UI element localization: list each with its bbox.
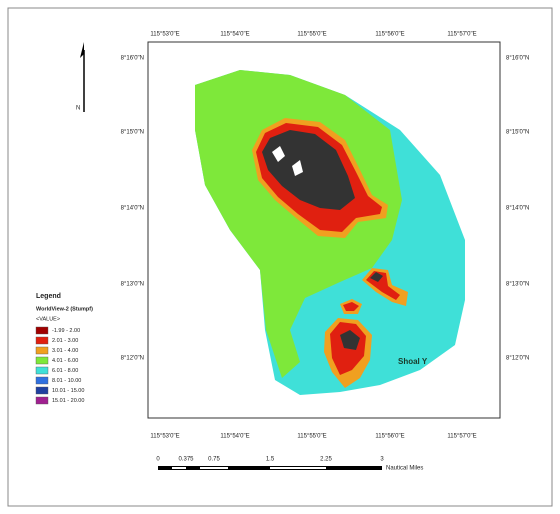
bottom-tick-label: 115°54'0"E — [220, 434, 249, 440]
left-tick-label: 8°15'0"N — [121, 130, 144, 136]
left-tick-label: 8°13'0"N — [121, 282, 144, 288]
legend-swatch — [36, 327, 48, 334]
scale-label: 1.5 — [266, 457, 275, 463]
legend-label: 4.01 - 6.00 — [52, 358, 78, 364]
legend-label: -1.99 - 2.00 — [52, 328, 80, 334]
left-tick-label: 8°14'0"N — [121, 206, 144, 212]
scale-label: 0.375 — [178, 457, 194, 463]
top-tick-label: 115°55'0"E — [297, 32, 326, 38]
legend-label: 2.01 - 3.00 — [52, 338, 78, 344]
legend-title: Legend — [36, 293, 61, 300]
bottom-tick-label: 115°53'0"E — [150, 434, 179, 440]
top-tick-label: 115°56'0"E — [375, 32, 404, 38]
right-tick-label: 8°13'0"N — [506, 282, 529, 288]
left-tick-label: 8°12'0"N — [121, 356, 144, 362]
legend-label: 3.01 - 4.00 — [52, 348, 78, 354]
top-tick-label: 115°54'0"E — [220, 32, 249, 38]
right-tick-label: 8°15'0"N — [506, 130, 529, 136]
top-tick-label: 115°57'0"E — [447, 32, 476, 38]
scale-unit: Nautical Miles — [386, 466, 423, 472]
bottom-tick-label: 115°55'0"E — [297, 434, 326, 440]
legend-label: 6.01 - 8.00 — [52, 368, 78, 374]
legend-swatch — [36, 367, 48, 374]
scale-bar-segment — [200, 467, 228, 469]
legend-swatch — [36, 337, 48, 344]
right-tick-label: 8°16'0"N — [506, 56, 529, 62]
north-label: N — [76, 106, 80, 112]
bottom-tick-label: 115°56'0"E — [375, 434, 404, 440]
legend-layer: WorldView-2 (Stumpf) — [36, 306, 93, 312]
legend-swatch — [36, 387, 48, 394]
left-tick-label: 8°16'0"N — [121, 56, 144, 62]
top-tick-label: 115°53'0"E — [150, 32, 179, 38]
legend-swatch — [36, 357, 48, 364]
legend-label: 10.01 - 15.00 — [52, 388, 84, 394]
right-tick-label: 8°14'0"N — [506, 206, 529, 212]
bottom-tick-label: 115°57'0"E — [447, 434, 476, 440]
right-tick-label: 8°12'0"N — [506, 356, 529, 362]
feature-label: Shoal Y — [398, 357, 428, 366]
legend-swatch — [36, 397, 48, 404]
legend-field: <VALUE> — [36, 316, 60, 322]
legend-swatch — [36, 377, 48, 384]
scale-bar-segment — [172, 467, 186, 469]
legend-label: 15.01 - 20.00 — [52, 398, 84, 404]
scale-bar-segment — [270, 467, 326, 469]
map-layout: Shoal Y N Legend WorldView-2 (Stumpf) <V… — [0, 0, 560, 514]
scale-label: 0.75 — [208, 457, 220, 463]
legend-label: 8.01 - 10.00 — [52, 378, 81, 384]
scale-label: 2.25 — [320, 457, 332, 463]
legend-swatch — [36, 347, 48, 354]
